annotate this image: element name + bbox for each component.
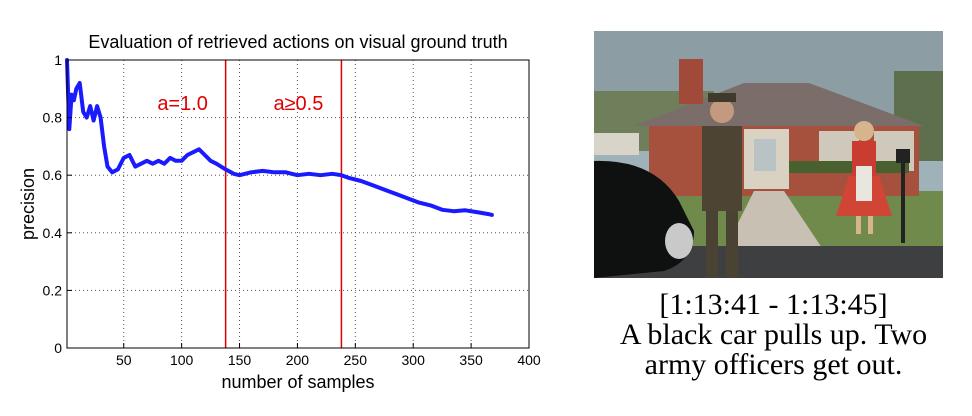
x-tick-label: 300 (402, 352, 426, 368)
y-tick-label: 0 (54, 340, 62, 356)
chart-title: Evaluation of retrieved actions on visua… (88, 32, 507, 52)
threshold-label-2: a≥0.5 (273, 93, 323, 115)
caption-line-1: A black car pulls up. Two (619, 318, 928, 351)
y-tick-label: 0.6 (43, 167, 63, 183)
threshold-label-1: a=1.0 (157, 93, 208, 115)
x-tick-label: 50 (116, 352, 132, 368)
x-tick-label: 150 (228, 352, 252, 368)
y-tick-label: 0.2 (43, 282, 63, 298)
y-tick-label: 0.8 (43, 110, 63, 126)
axis-ticks: 50 100 150 200 250 300 350 400 0 0.2 0.4 0.6 0.8 1 (43, 52, 541, 368)
x-tick-label: 100 (170, 352, 194, 368)
movie-frame-photo (594, 31, 943, 278)
precision-chart: Evaluation of retrieved actions on visua… (18, 32, 541, 392)
caption-time-range: [1:13:41 - 1:13:45] (659, 288, 888, 321)
y-tick-label: 0.4 (43, 225, 63, 241)
threshold-lines: a=1.0 a≥0.5 (157, 60, 343, 348)
caption-line-2: army officers get out. (644, 348, 903, 381)
x-tick-label: 200 (286, 352, 310, 368)
x-tick-label: 400 (517, 352, 541, 368)
x-tick-label: 350 (459, 352, 483, 368)
precision-series-line (65, 58, 494, 217)
y-tick-label: 1 (54, 52, 62, 68)
scene-caption: [1:13:41 - 1:13:45] A black car pulls up… (575, 290, 972, 380)
x-tick-label: 250 (344, 352, 368, 368)
x-axis-label: number of samples (221, 372, 374, 392)
plot-frame (66, 59, 530, 349)
y-axis-label: precision (18, 168, 38, 240)
